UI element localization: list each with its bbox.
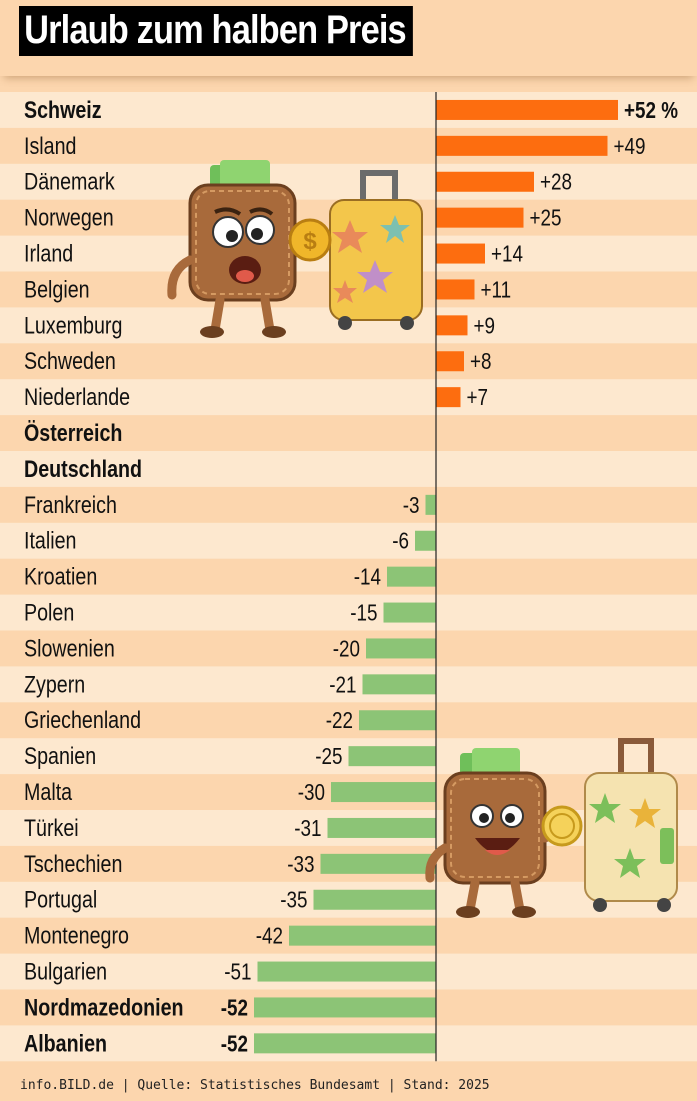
bar-negative (348, 746, 436, 767)
value-label: +25 (530, 206, 562, 231)
bar-positive (436, 243, 485, 264)
value-label: +11 (481, 278, 512, 303)
row-stripe (0, 594, 697, 631)
value-label: +7 (467, 385, 488, 410)
row-stripe (0, 522, 697, 559)
bar-negative (254, 997, 436, 1018)
value-label: +28 (540, 170, 572, 195)
category-label: Italien (24, 527, 77, 554)
row-stripe (0, 451, 697, 487)
bar-positive (436, 135, 608, 156)
category-label: Niederlande (24, 383, 130, 410)
category-label: Schweiz (24, 96, 102, 123)
bar-negative (320, 853, 436, 874)
value-label: -35 (280, 888, 307, 913)
category-label: Luxemburg (24, 311, 122, 338)
bar-negative (362, 674, 436, 695)
category-label: Island (24, 132, 77, 159)
category-label: Dänemark (24, 168, 115, 195)
bar-positive (436, 207, 524, 228)
category-label: Irland (24, 240, 73, 267)
value-label: -14 (354, 565, 382, 590)
category-label: Frankreich (24, 491, 117, 518)
bar-negative (415, 530, 436, 551)
bar-positive (436, 351, 464, 372)
worried-wallet-with-suitcase-icon: $ (167, 160, 423, 338)
value-label: -25 (315, 744, 342, 769)
value-label: +9 (474, 314, 495, 339)
value-label: -15 (350, 601, 377, 626)
bar-negative (289, 925, 436, 946)
value-label: -22 (326, 709, 353, 734)
bar-negative (359, 710, 436, 731)
bar-positive (436, 279, 475, 300)
category-label: Nordmazedonien (24, 994, 184, 1021)
value-label: +49 (614, 134, 646, 159)
bar-positive (436, 99, 618, 120)
category-label: Schweden (24, 347, 116, 374)
bar-negative (387, 566, 436, 587)
value-label: -33 (287, 852, 314, 877)
bar-negative (254, 1033, 436, 1054)
category-label: Polen (24, 599, 74, 626)
category-label: Spanien (24, 742, 96, 769)
source-note: info.BILD.de | Quelle: Statistisches Bun… (20, 1078, 490, 1093)
row-stripe (0, 163, 697, 200)
bar-negative (313, 889, 436, 910)
header: Urlaub zum halben Preis (0, 0, 697, 76)
bar-negative (366, 638, 436, 659)
category-label: Portugal (24, 886, 97, 913)
bar-negative (383, 602, 436, 623)
bar-positive (436, 387, 461, 408)
value-label: -6 (392, 529, 409, 554)
bar-positive (436, 171, 534, 192)
category-label: Österreich (24, 419, 122, 446)
bar-negative (257, 961, 436, 982)
category-label: Slowenien (24, 635, 115, 662)
row-stripe (0, 379, 697, 416)
row-stripe (0, 666, 697, 703)
value-label: -52 (221, 1032, 248, 1057)
category-label: Belgien (24, 276, 90, 303)
value-label: -21 (329, 673, 356, 698)
value-label: -3 (403, 493, 420, 518)
category-label: Norwegen (24, 204, 114, 231)
bar-negative (425, 494, 436, 515)
category-label: Albanien (24, 1029, 107, 1056)
value-label: -51 (224, 960, 251, 985)
category-label: Deutschland (24, 455, 142, 482)
category-label: Montenegro (24, 922, 129, 949)
category-label: Türkei (24, 814, 79, 841)
value-label: +52 % (624, 98, 678, 123)
value-label: -20 (333, 637, 360, 662)
page-title: Urlaub zum halben Preis (19, 6, 413, 56)
value-label: -52 (221, 996, 248, 1021)
category-label: Kroatien (24, 563, 97, 590)
value-label: -42 (256, 924, 283, 949)
category-label: Tschechien (24, 850, 122, 877)
value-label: +8 (470, 350, 491, 375)
category-label: Malta (24, 778, 73, 805)
value-label: -31 (294, 816, 321, 841)
bar-negative (327, 817, 436, 838)
value-label: +14 (491, 242, 523, 267)
category-label: Griechenland (24, 706, 141, 733)
svg-text:$: $ (303, 228, 317, 255)
category-label: Bulgarien (24, 958, 107, 985)
bar-negative (331, 782, 436, 803)
category-label: Zypern (24, 670, 85, 697)
happy-wallet-with-suitcase-icon (425, 738, 678, 918)
bar-positive (436, 315, 468, 336)
value-label: -30 (298, 780, 325, 805)
